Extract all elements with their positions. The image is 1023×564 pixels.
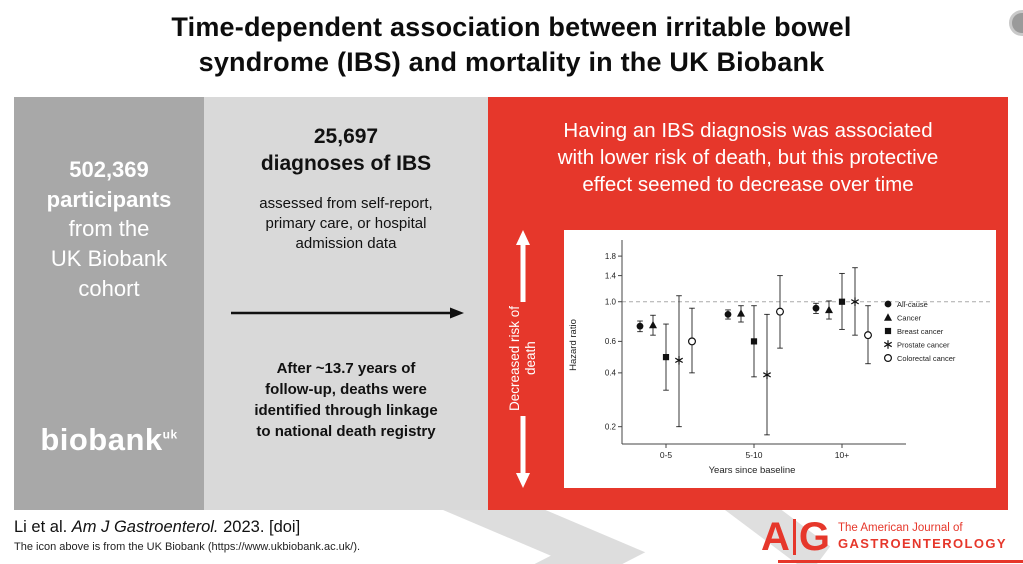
svg-text:10+: 10+ [835, 450, 849, 460]
svg-text:Prostate cancer: Prostate cancer [897, 340, 950, 349]
results-panel: Having an IBS diagnosis was associated w… [488, 97, 1008, 510]
svg-text:Colorectal cancer: Colorectal cancer [897, 354, 956, 363]
svg-text:Cancer: Cancer [897, 313, 922, 322]
svg-text:Breast cancer: Breast cancer [897, 327, 944, 336]
followup-text: After ~13.7 years of follow-up, deaths w… [254, 360, 438, 441]
ajg-logo-divider [792, 519, 796, 555]
ajg-journal-name-line1: The American Journal of [837, 522, 963, 535]
svg-text:All-cause: All-cause [897, 300, 928, 309]
flow-arrow-icon [230, 307, 464, 319]
ajg-journal-name-line2: GASTROENTEROLOGY [837, 536, 1007, 552]
hazard-ratio-chart-box: 0.2 0.4 0.6 1.0 1.4 1.8 0-5 5-10 10+ Years since … [564, 230, 996, 488]
svg-text:0.2: 0.2 [605, 422, 617, 431]
biobank-logo-superscript: uk [162, 427, 178, 442]
svg-text:5-10: 5-10 [745, 450, 762, 460]
citation-journal: Am J Gastroenterol. [71, 518, 219, 536]
svg-text:0.6: 0.6 [605, 337, 617, 346]
figure-title: Time-dependent association between irrit… [171, 12, 852, 78]
participants-count: 502,369 participants [46, 157, 172, 212]
hazard-ratio-chart: 0.2 0.4 0.6 1.0 1.4 1.8 0-5 5-10 10+ Years since … [568, 240, 990, 476]
decreased-risk-annotation: Decreased risk of death [500, 230, 546, 488]
ajg-journal-logo: A G The American Journal of GASTROENTERO… [761, 517, 1007, 557]
participants-desc: from the UK Biobank cohort [50, 216, 168, 301]
participants-panel: 502,369 participants from the UK Biobank… [14, 97, 204, 510]
ajg-letters: A G [761, 517, 830, 557]
arrow-down-icon [516, 416, 530, 488]
svg-text:0.4: 0.4 [605, 369, 617, 378]
svg-text:Years since baseline: Years since baseline [709, 465, 796, 476]
arrow-up-icon [516, 230, 530, 302]
diagnoses-subtext: assessed from self-report, primary care,… [259, 194, 433, 253]
svg-text:1.4: 1.4 [605, 271, 617, 280]
biobank-logo-text: biobank [40, 422, 163, 457]
svg-text:Hazard ratio: Hazard ratio [568, 319, 579, 371]
ajg-letter-g: G [798, 515, 830, 559]
svg-text:0-5: 0-5 [660, 450, 673, 460]
citation: Li et al. Am J Gastroenterol. 2023. [doi… [14, 518, 300, 537]
citation-year-doi: 2023. [doi] [218, 518, 301, 536]
diagnoses-panel: 25,697 diagnoses of IBS assessed from se… [204, 97, 488, 510]
svg-text:1.0: 1.0 [605, 298, 617, 307]
corner-badge-icon [1009, 10, 1023, 36]
citation-authors: Li et al. [14, 518, 72, 536]
uk-biobank-logo: biobankuk [14, 422, 204, 458]
diagnoses-heading: 25,697 diagnoses of IBS [260, 125, 432, 176]
icon-source-note: The icon above is from the UK Biobank (h… [14, 541, 361, 553]
bottom-red-rule [778, 560, 1023, 563]
decreased-risk-label: Decreased risk of death [506, 306, 538, 412]
svg-text:1.8: 1.8 [605, 252, 617, 261]
ajg-letter-a: A [760, 515, 790, 559]
results-heading: Having an IBS diagnosis was associated w… [557, 119, 939, 197]
